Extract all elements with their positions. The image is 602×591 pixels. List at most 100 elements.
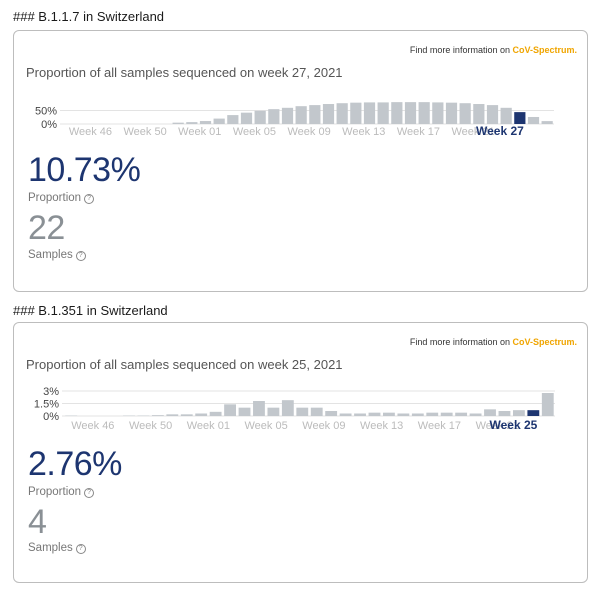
x-tick-label: Week 17	[418, 420, 461, 432]
bar	[432, 102, 444, 124]
bar	[541, 393, 554, 416]
bar	[455, 412, 468, 416]
samples-value: 4	[28, 503, 47, 541]
bar	[151, 415, 164, 416]
cov-spectrum-link[interactable]: CoV-Spectrum.	[512, 337, 577, 347]
bar	[418, 102, 430, 124]
y-tick-label: 0%	[43, 411, 59, 423]
info-line: Find more information on CoV-Spectrum.	[410, 337, 577, 347]
info-line: Find more information on CoV-Spectrum.	[410, 45, 577, 55]
bar	[527, 116, 540, 124]
bar	[267, 407, 280, 416]
bar	[339, 413, 352, 416]
y-tick-label: 50%	[35, 106, 57, 118]
bar	[426, 412, 439, 416]
bar	[322, 104, 335, 124]
proportion-label: Proportion?	[28, 486, 95, 498]
bar	[350, 102, 362, 124]
x-tick-label: Week 09	[302, 420, 345, 432]
bar	[541, 121, 553, 124]
highlight-week-label: Week 25	[490, 418, 538, 432]
bar	[469, 413, 482, 416]
y-tick-label: 1.5%	[34, 399, 59, 411]
bar	[377, 102, 389, 124]
bar	[325, 411, 338, 416]
highlight-bar	[527, 410, 540, 416]
cov-spectrum-link[interactable]: CoV-Spectrum.	[512, 45, 577, 55]
bar	[199, 121, 212, 124]
bar	[391, 102, 403, 124]
x-tick-label: Week 05	[233, 126, 276, 138]
x-tick-label: Week 05	[245, 420, 288, 432]
x-tick-label: Week 46	[69, 126, 112, 138]
section-heading: ### B.1.1.7 in Switzerland	[13, 9, 165, 24]
bar	[227, 115, 239, 124]
bar	[363, 102, 376, 124]
proportion-value: 2.76%	[28, 445, 122, 483]
bar	[309, 105, 321, 124]
bar	[397, 413, 410, 416]
samples-value: 22	[28, 209, 65, 247]
bar	[195, 413, 208, 416]
bar	[354, 413, 366, 416]
x-tick-label: Week 09	[288, 126, 331, 138]
proportion-label: Proportion?	[28, 192, 95, 204]
variant-card: Find more information on CoV-Spectrum. P…	[13, 30, 588, 292]
bar	[281, 107, 294, 124]
proportion-label-text: Proportion	[28, 192, 82, 204]
info-prefix: Find more information on	[409, 45, 510, 55]
bar	[180, 414, 193, 416]
bar	[336, 103, 348, 124]
samples-label-text: Samples	[28, 249, 73, 261]
bar	[186, 122, 198, 124]
y-tick-label: 0%	[41, 119, 57, 131]
bar	[268, 109, 280, 124]
chart-title: Proportion of all samples sequenced on w…	[26, 65, 343, 80]
bar	[310, 407, 323, 416]
section-heading: ### B.1.351 in Switzerland	[13, 303, 168, 318]
bar	[445, 102, 458, 124]
x-tick-label: Week 50	[129, 420, 172, 432]
x-tick-label: Week 46	[71, 420, 114, 432]
help-icon[interactable]: ?	[84, 194, 95, 204]
bar	[209, 411, 222, 416]
info-prefix: Find more information on	[409, 337, 510, 347]
help-icon[interactable]: ?	[75, 544, 86, 554]
x-tick-label: Week 01	[178, 126, 221, 138]
bar	[486, 105, 499, 124]
y-tick-label: 3%	[43, 386, 59, 398]
samples-label: Samples?	[28, 542, 86, 554]
bar	[213, 118, 225, 124]
help-icon[interactable]: ?	[84, 488, 95, 498]
bar	[459, 103, 471, 124]
x-tick-label: Week 21	[452, 126, 495, 138]
bar	[411, 413, 424, 416]
bar	[238, 407, 251, 416]
bar	[224, 404, 236, 416]
bar	[166, 414, 179, 416]
bar	[440, 412, 453, 416]
bar	[368, 412, 381, 416]
highlight-bar	[514, 112, 526, 124]
bar	[172, 122, 184, 124]
proportion-value: 10.73%	[28, 151, 141, 189]
bar	[473, 104, 485, 124]
x-tick-label: Week 01	[187, 420, 230, 432]
x-tick-label: Week 21	[476, 420, 519, 432]
samples-label-text: Samples	[28, 542, 73, 554]
variant-card: Find more information on CoV-Spectrum. P…	[13, 322, 588, 583]
bar	[253, 401, 265, 416]
x-tick-label: Week 17	[397, 126, 440, 138]
proportion-label-text: Proportion	[28, 486, 82, 498]
bar	[383, 412, 395, 416]
chart-title: Proportion of all samples sequenced on w…	[26, 357, 343, 372]
help-icon[interactable]: ?	[75, 251, 86, 261]
bar	[500, 107, 512, 124]
x-tick-label: Week 50	[124, 126, 167, 138]
bar	[240, 112, 253, 124]
bar	[498, 411, 511, 416]
x-tick-label: Week 13	[342, 126, 385, 138]
proportion-bar-chart: 0%50% Week 46 Week 50 Week 01 Week 05 Week 09…	[35, 102, 554, 138]
samples-label: Samples?	[28, 249, 86, 261]
highlight-week-label: Week 27	[476, 124, 524, 138]
